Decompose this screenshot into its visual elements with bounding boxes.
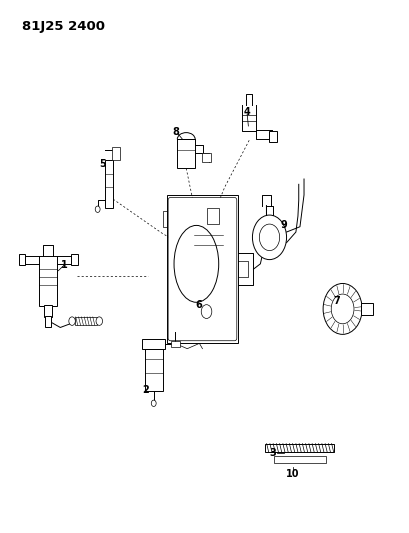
FancyBboxPatch shape [168,198,237,341]
Bar [202,153,211,161]
Text: 4: 4 [243,107,250,117]
Circle shape [201,305,212,318]
Circle shape [331,294,354,324]
Text: 2: 2 [142,384,149,394]
Circle shape [259,224,280,251]
Bar [39,256,57,306]
Bar [171,341,180,347]
Text: 9: 9 [280,220,287,230]
Text: 5: 5 [99,159,106,168]
Bar [145,349,163,391]
Bar [112,147,120,160]
Bar [274,456,326,463]
Text: 7: 7 [334,296,340,306]
Text: 1: 1 [61,260,68,270]
Bar [105,160,113,208]
Bar [270,131,277,142]
Ellipse shape [174,225,219,302]
Bar [177,139,195,168]
Bar [265,443,335,452]
Bar [44,305,52,317]
Circle shape [95,206,100,213]
Text: 6: 6 [196,300,202,310]
Circle shape [151,400,156,407]
Bar [45,316,51,327]
Text: 8: 8 [173,127,180,137]
Bar [19,254,25,265]
Circle shape [252,215,287,260]
Text: 81J25 2400: 81J25 2400 [22,20,105,33]
Text: 3: 3 [270,448,276,458]
Circle shape [96,317,103,325]
Bar [142,339,165,349]
Text: 10: 10 [286,470,300,479]
Circle shape [323,284,362,334]
Bar [74,317,97,325]
Bar [167,195,238,343]
Bar [71,254,78,265]
Circle shape [69,317,75,325]
Bar [361,303,373,316]
Bar [207,208,219,224]
